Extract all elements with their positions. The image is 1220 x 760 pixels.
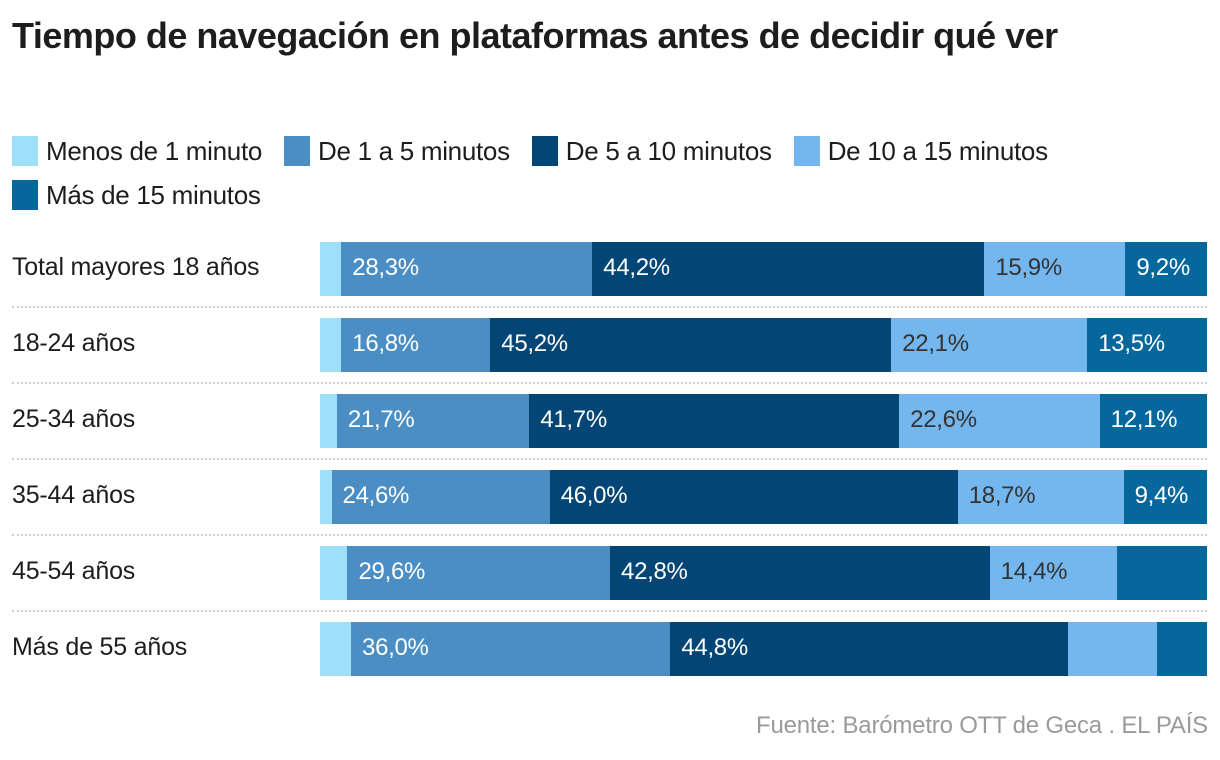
stacked-bar: 29,6% 42,8% 14,4% [320, 546, 1207, 600]
bar-segment: 9,4% [1123, 470, 1207, 524]
bar-segment [1117, 546, 1207, 600]
chart-title: Tiempo de navegación en plataformas ante… [12, 15, 1058, 56]
legend-swatch [12, 180, 38, 210]
source-note: Fuente: Barómetro OTT de Geca . EL PAÍS [756, 712, 1208, 739]
category-label: Más de 55 años [12, 633, 188, 661]
legend-swatch [531, 136, 558, 166]
bar-segment: 42,8% [610, 546, 990, 600]
legend: Menos de 1 minuto De 1 a 5 minutos De 5 a … [12, 134, 1212, 212]
bar-segment: 15,9% [984, 242, 1126, 296]
bar-segment [320, 546, 348, 600]
legend-swatch [284, 136, 311, 166]
legend-label: De 5 a 10 minutos [565, 136, 772, 166]
bar-segment: 46,0% [549, 470, 958, 524]
category-label: 18-24 años [12, 329, 136, 357]
data-label: 12,1% [1110, 406, 1178, 433]
bar-segment [320, 622, 352, 676]
data-label: 15,9% [995, 254, 1062, 281]
bar-row: 35-44 años 24,6% 46,0% 18,7% 9,4% [0, 470, 1220, 524]
bar-segment: 14,4% [989, 546, 1118, 600]
category-label: Total mayores 18 años [12, 253, 260, 281]
legend-swatch [793, 136, 820, 166]
legend-item: Menos de 1 minuto [12, 134, 262, 168]
bar-row: 25-34 años 21,7% 41,7% 22,6% 12,1% [0, 394, 1220, 448]
bar-segment: 41,7% [529, 394, 900, 448]
legend-item: Más de 15 minutos [12, 178, 261, 212]
data-label: 29,6% [358, 558, 426, 585]
data-label: 18,7% [968, 482, 1036, 509]
bar-segment: 22,1% [891, 318, 1088, 372]
row-separator [12, 306, 1207, 308]
legend-label: De 10 a 15 minutos [827, 136, 1048, 166]
bar-row: 18-24 años 16,8% 45,2% 22,1% 13,5% [0, 318, 1220, 372]
data-label: 42,8% [621, 558, 688, 585]
data-label: 24,6% [342, 482, 410, 509]
data-label: 9,4% [1134, 482, 1189, 509]
category-label: 35-44 años [12, 481, 136, 509]
data-label: 36,0% [362, 634, 429, 661]
bar-segment: 9,2% [1125, 242, 1207, 296]
bar-row: 45-54 años 29,6% 42,8% 14,4% [0, 546, 1220, 600]
data-label: 44,8% [681, 634, 748, 661]
data-label: 22,6% [910, 406, 977, 433]
legend-swatch [12, 136, 38, 166]
data-label: 45,2% [501, 330, 568, 357]
legend-item: De 10 a 15 minutos [793, 134, 1048, 168]
bar-segment: 21,7% [336, 394, 530, 448]
bar-segment: 45,2% [490, 318, 892, 372]
bar-segment [320, 318, 342, 372]
bar-row: Más de 55 años 36,0% 44,8% [0, 622, 1220, 676]
row-separator [12, 458, 1207, 460]
legend-item: De 1 a 5 minutos [284, 134, 510, 168]
data-label: 14,4% [1000, 558, 1068, 585]
legend-item: De 5 a 10 minutos [531, 134, 772, 168]
bar-segment: 28,3% [341, 242, 593, 296]
legend-label: Menos de 1 minuto [46, 136, 263, 166]
bar-segment: 18,7% [957, 470, 1124, 524]
category-label: 45-54 años [12, 557, 136, 585]
stacked-bar: 16,8% 45,2% 22,1% 13,5% [320, 318, 1207, 372]
row-separator [12, 610, 1207, 612]
bar-segment: 44,2% [592, 242, 985, 296]
data-label: 44,2% [603, 254, 670, 281]
data-label: 21,7% [347, 406, 415, 433]
bar-segment: 16,8% [341, 318, 491, 372]
bar-segment: 12,1% [1099, 394, 1207, 448]
stacked-bar: 36,0% 44,8% [320, 622, 1207, 676]
data-label: 46,0% [560, 482, 628, 509]
data-label: 22,1% [902, 330, 969, 357]
bar-segment [1157, 622, 1207, 676]
bar-segment [1067, 622, 1158, 676]
row-separator [12, 382, 1207, 384]
bar-segment [320, 394, 337, 448]
bar-segment: 13,5% [1087, 318, 1207, 372]
bar-segment: 24,6% [331, 470, 550, 524]
category-label: 25-34 años [12, 405, 136, 433]
bar-row: Total mayores 18 años 28,3% 44,2% 15,9% 9,2% [0, 242, 1220, 296]
legend-label: Más de 15 minutos [46, 180, 261, 210]
data-label: 13,5% [1098, 330, 1165, 357]
stacked-bar: 21,7% 41,7% 22,6% 12,1% [320, 394, 1207, 448]
row-separator [12, 534, 1207, 536]
stacked-bar: 24,6% 46,0% 18,7% 9,4% [320, 470, 1207, 524]
data-label: 28,3% [352, 254, 419, 281]
data-label: 16,8% [352, 330, 419, 357]
legend-label: De 1 a 5 minutos [318, 136, 510, 166]
bar-segment: 22,6% [899, 394, 1100, 448]
bar-segment: 44,8% [670, 622, 1068, 676]
stacked-bar: 28,3% 44,2% 15,9% 9,2% [320, 242, 1207, 296]
bar-segment: 36,0% [351, 622, 671, 676]
data-label: 9,2% [1136, 254, 1190, 281]
bar-segment: 29,6% [347, 546, 611, 600]
data-label: 41,7% [540, 406, 607, 433]
bar-segment [320, 470, 332, 524]
bar-segment [320, 242, 342, 296]
